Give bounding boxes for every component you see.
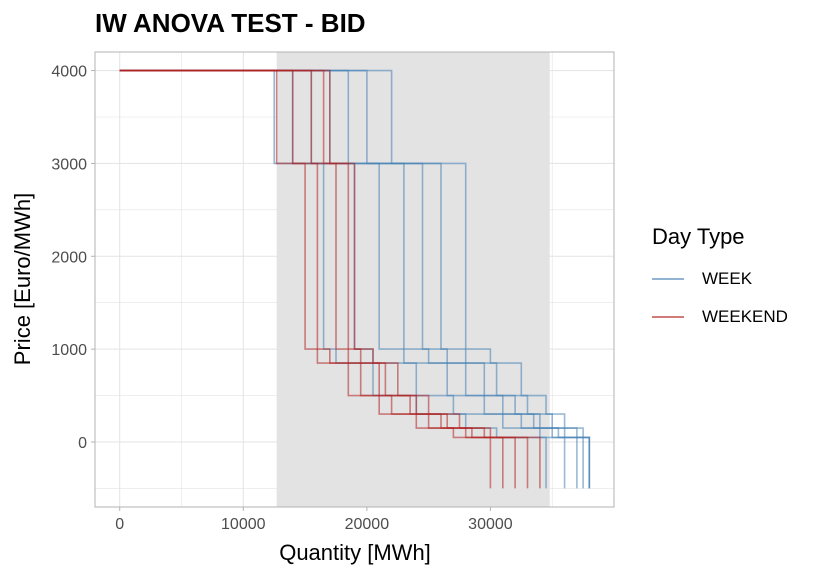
y-tick-label: 0	[78, 435, 87, 452]
series-lines	[119, 69, 591, 489]
y-tick-label: 2000	[51, 249, 87, 266]
legend-label-week: WEEK	[702, 269, 753, 288]
legend-key-weekend	[652, 316, 684, 318]
legend: Day Type WEEK WEEKEND	[652, 224, 788, 326]
series-line-week	[119, 69, 591, 489]
legend-key-week	[652, 278, 684, 280]
y-tick-label: 4000	[51, 64, 87, 81]
x-tick-label: 0	[115, 516, 124, 533]
x-tick-label: 30000	[468, 516, 513, 533]
shaded-region	[276, 52, 550, 507]
plot-panel-border	[94, 51, 615, 508]
y-tick-label: 3000	[51, 156, 87, 173]
legend-label-weekend: WEEKEND	[702, 307, 788, 326]
y-tick-label: 1000	[51, 342, 87, 359]
legend-title: Day Type	[652, 224, 745, 249]
y-axis-title: Price [Euro/MWh]	[10, 193, 35, 365]
x-tick-label: 20000	[345, 516, 390, 533]
legend-item-weekend: WEEKEND	[652, 307, 788, 327]
series-line-weekend	[119, 69, 504, 489]
x-tick-label: 10000	[221, 516, 266, 533]
series-line-weekend	[119, 69, 541, 489]
legend-item-week: WEEK	[652, 269, 752, 289]
y-axis-ticks: 0 1000 2000 3000 4000	[51, 64, 95, 452]
chart-title: IW ANOVA TEST - BID	[95, 8, 366, 38]
x-axis-ticks: 0 10000 20000 30000	[115, 507, 513, 533]
x-axis-title: Quantity [MWh]	[279, 540, 431, 565]
